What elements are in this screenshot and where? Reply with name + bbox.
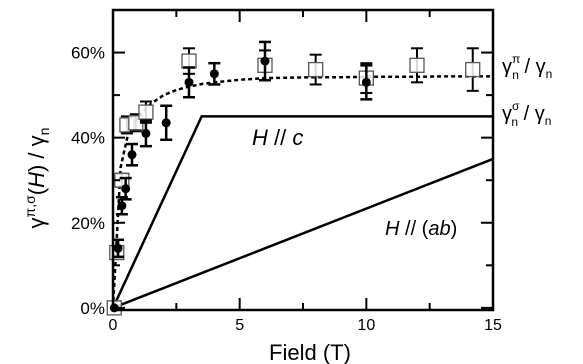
data-point-sigma (113, 243, 123, 253)
y-tick-label: 60% (71, 44, 105, 63)
x-tick-label: 15 (484, 317, 502, 334)
data-point-pi (465, 61, 481, 78)
data-point-sigma (260, 56, 270, 66)
y-tick-label: 0% (80, 299, 105, 318)
svg-text:γπ,σ(H) / γn: γπ,σ(H) / γn (22, 128, 52, 229)
annotation-h-parallel-c: H // c (252, 125, 303, 150)
y-axis-label-sub: n (36, 128, 52, 136)
data-point-sigma (209, 69, 219, 79)
data-point-sigma (141, 128, 151, 138)
data-point-sigma (161, 118, 171, 128)
annotation-h-parallel-ab: H // (ab) (385, 218, 457, 240)
legend-label-pi: γπ n / γn (502, 52, 552, 82)
y-axis-label-close: ) / γ (24, 135, 49, 172)
x-tick-label: 10 (357, 317, 375, 334)
y-axis-label-gamma: γ (24, 217, 49, 228)
data-point-sigma (361, 77, 371, 87)
reference-line-1 (112, 157, 494, 310)
y-tick-label: 20% (71, 214, 105, 233)
data-point-sigma (121, 184, 131, 194)
y-axis-label-open: ( (24, 187, 49, 195)
axis-frame (111, 8, 495, 312)
data-point-pi (181, 53, 197, 69)
x-tick-label: 5 (235, 317, 244, 334)
y-axis-label-h: H (24, 172, 49, 188)
y-tick-label: 40% (71, 129, 105, 148)
x-tick-label: 0 (109, 317, 118, 334)
fit-curve (111, 75, 493, 308)
data-point-sigma (184, 77, 194, 87)
legend-label-sigma: γσ n / γn (502, 99, 551, 129)
data-point-sigma (127, 150, 137, 160)
y-axis-label: γπ,σ(H) / γn (22, 128, 52, 229)
reference-line-0 (111, 115, 493, 309)
x-axis-label: Field (T) (269, 340, 351, 364)
y-axis-label-sup: π,σ (22, 195, 38, 218)
data-point-sigma (117, 201, 127, 211)
data-point-pi (138, 104, 154, 120)
data-point-pi (409, 57, 425, 73)
data-point-pi (308, 61, 324, 78)
plot-area: 0 5 10 15 0% 20% 40% 60% (71, 8, 502, 334)
